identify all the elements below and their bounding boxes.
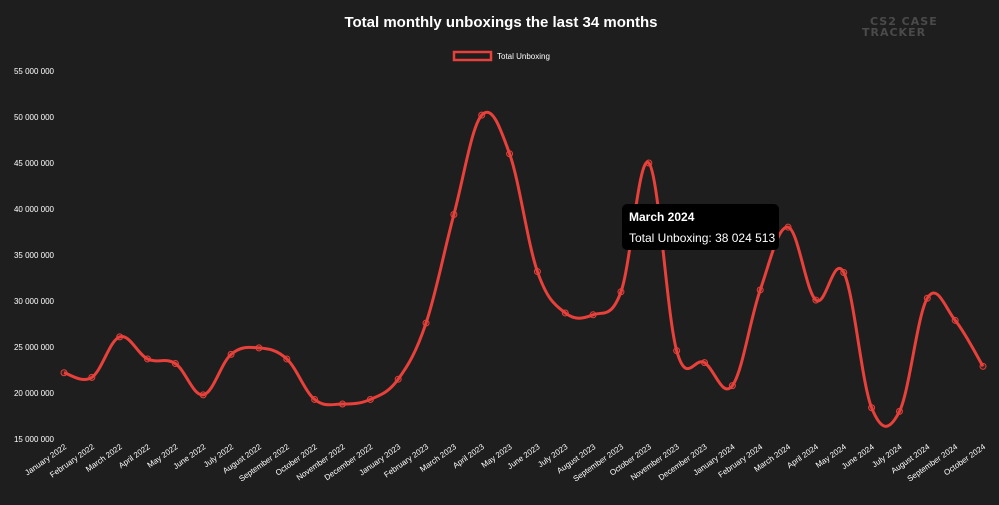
tooltip-body: Total Unboxing: 38 024 513 (629, 231, 776, 245)
data-point[interactable] (60, 369, 68, 377)
data-point[interactable] (756, 286, 764, 294)
logo-line-2: TRACKER (862, 26, 926, 39)
data-point[interactable] (895, 407, 903, 415)
data-point[interactable] (227, 350, 235, 358)
data-point[interactable] (450, 211, 458, 219)
data-point[interactable] (506, 150, 514, 158)
logo: CS2 CASE TRACKER (862, 15, 938, 39)
legend-swatch (452, 50, 493, 62)
x-tick-label: November 2023 (629, 442, 681, 482)
data-point[interactable] (199, 391, 207, 399)
x-tick-label: December 2022 (323, 442, 375, 482)
data-point[interactable] (338, 400, 346, 408)
data-point[interactable] (533, 268, 541, 276)
y-axis: 15 000 000 20 000 000 25 000 000 30 000 000… (14, 67, 55, 444)
data-point[interactable] (979, 362, 987, 370)
data-point[interactable] (171, 360, 179, 368)
legend[interactable]: Total Unboxing (452, 50, 550, 62)
data-point[interactable] (478, 111, 486, 119)
data-point[interactable] (673, 347, 681, 355)
tooltip-value: 38 024 513 (715, 231, 776, 245)
tooltip-series-label: Total Unboxing (629, 231, 709, 245)
data-point[interactable] (255, 344, 263, 352)
y-tick-label: 30 000 000 (14, 297, 55, 306)
y-tick-label: 55 000 000 (14, 67, 55, 76)
tooltip: March 2024 Total Unboxing: 38 024 513 (622, 204, 779, 250)
y-tick-label: 50 000 000 (14, 113, 55, 122)
y-tick-label: 45 000 000 (14, 159, 55, 168)
x-tick-label: November 2022 (295, 442, 347, 482)
y-tick-label: 20 000 000 (14, 389, 55, 398)
series-line-total-unboxing (63, 110, 985, 428)
y-tick-label: 35 000 000 (14, 251, 55, 260)
data-point[interactable] (88, 373, 96, 381)
data-point[interactable] (311, 395, 319, 403)
data-point[interactable] (728, 382, 736, 390)
data-point[interactable] (840, 268, 848, 276)
x-tick-label: April 2024 (785, 442, 820, 470)
data-point[interactable] (283, 355, 291, 363)
y-tick-label: 40 000 000 (14, 205, 55, 214)
data-point[interactable] (617, 288, 625, 296)
y-tick-label: 15 000 000 (14, 435, 55, 444)
data-point[interactable] (366, 395, 374, 403)
data-point[interactable] (645, 159, 653, 167)
data-point[interactable] (144, 355, 152, 363)
x-tick-label: April 2022 (117, 442, 152, 470)
x-tick-label: April 2023 (451, 442, 486, 470)
data-point[interactable] (951, 316, 959, 324)
data-point[interactable] (812, 296, 820, 304)
data-point[interactable] (868, 404, 876, 412)
chart-title: Total monthly unboxings the last 34 mont… (344, 14, 657, 31)
legend-label: Total Unboxing (497, 52, 550, 61)
data-point[interactable] (923, 294, 931, 302)
data-point[interactable] (394, 375, 402, 383)
logo-line-1: CS2 CASE (870, 15, 938, 28)
data-point[interactable] (422, 319, 430, 327)
x-tick-label: December 2023 (657, 442, 709, 482)
data-point[interactable] (701, 359, 709, 367)
y-tick-label: 25 000 000 (14, 343, 55, 352)
tooltip-title: March 2024 (629, 210, 695, 224)
data-point[interactable] (784, 223, 792, 231)
data-point[interactable] (116, 333, 124, 341)
data-point[interactable] (561, 309, 569, 317)
series-layer (60, 110, 987, 428)
data-point[interactable] (589, 311, 597, 319)
